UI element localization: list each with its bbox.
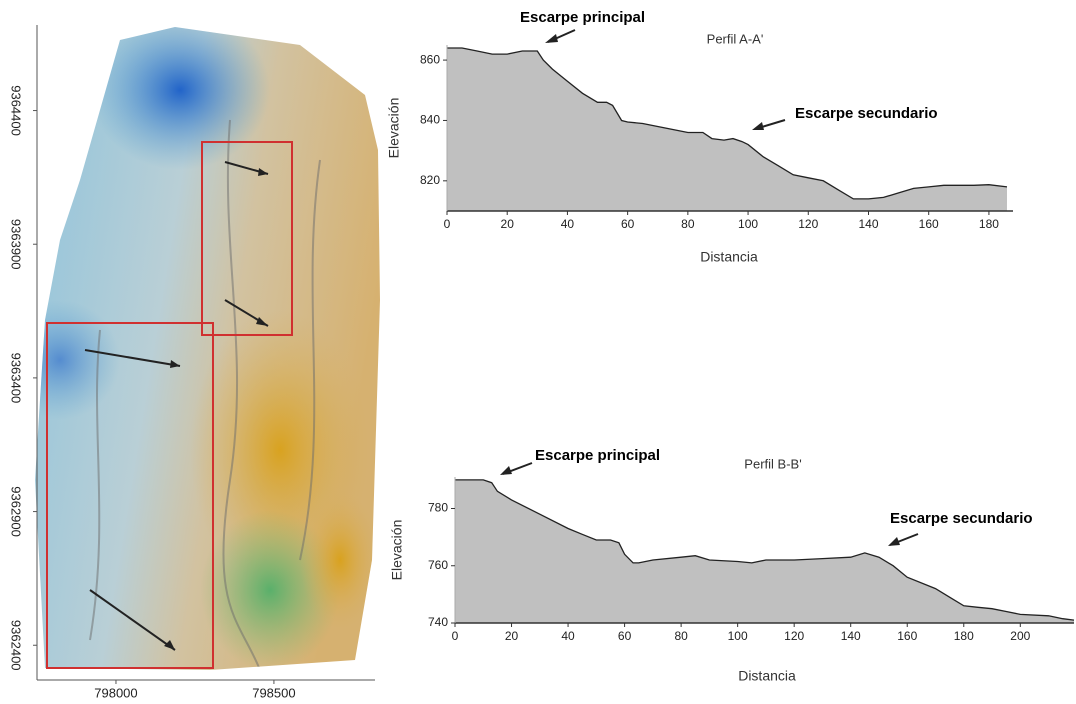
x-tick-label: 100	[738, 217, 758, 231]
page: 798000 798500 9364400 9363900 9363400 9362900…	[0, 0, 1076, 704]
x-tick-label: 160	[919, 217, 939, 231]
x-tick-label: 60	[618, 629, 632, 643]
x-tick-label: 20	[501, 217, 515, 231]
x-tick-label: 798000	[94, 685, 137, 700]
x-tick-label: 80	[681, 217, 695, 231]
x-tick-label: 0	[444, 217, 451, 231]
x-tick-label: 140	[858, 217, 878, 231]
y-tick-label: 840	[420, 113, 440, 127]
x-tick-label: 60	[621, 217, 635, 231]
chart-title: Perfil A-A'	[707, 31, 764, 46]
map-image	[0, 10, 390, 680]
y-tick-label: 820	[420, 173, 440, 187]
annotation: Escarpe secundario	[890, 510, 1033, 527]
x-axis-label: Distancia	[738, 668, 796, 684]
y-axis-label: Elevación	[389, 520, 405, 581]
chart-title: Perfil B-B'	[744, 456, 801, 471]
y-axis-label: Elevación	[386, 98, 402, 159]
x-tick-label: 100	[728, 629, 748, 643]
x-tick-label: 40	[561, 629, 575, 643]
y-tick-label: 760	[428, 558, 448, 572]
x-tick-label: 120	[784, 629, 804, 643]
x-tick-label: 180	[954, 629, 974, 643]
x-tick-label: 160	[897, 629, 917, 643]
x-tick-label: 140	[841, 629, 861, 643]
y-tick-label: 780	[428, 501, 448, 515]
figure: 798000 798500 9364400 9363900 9363400 9362900…	[0, 0, 1076, 704]
annotation: Escarpe secundario	[795, 105, 938, 122]
profile-area	[447, 48, 1007, 211]
x-tick-label: 200	[1010, 629, 1030, 643]
x-tick-label: 20	[505, 629, 519, 643]
x-tick-label: 120	[798, 217, 818, 231]
y-tick-label: 9364400	[9, 85, 24, 136]
y-tick-label: 860	[420, 52, 440, 66]
y-tick-label: 9362400	[9, 620, 24, 671]
x-tick-label: 798500	[252, 685, 295, 700]
y-tick-label: 9362900	[9, 486, 24, 537]
x-tick-label: 180	[979, 217, 999, 231]
x-tick-label: 0	[452, 629, 459, 643]
x-tick-label: 40	[561, 217, 575, 231]
profile-area	[455, 480, 1074, 623]
annotation: Escarpe principal	[535, 447, 660, 464]
y-tick-label: 9363400	[9, 353, 24, 404]
x-axis-label: Distancia	[700, 249, 758, 265]
x-tick-label: 80	[674, 629, 688, 643]
annotation: Escarpe principal	[520, 9, 645, 26]
y-tick-label: 9363900	[9, 219, 24, 270]
y-tick-label: 740	[428, 615, 448, 629]
